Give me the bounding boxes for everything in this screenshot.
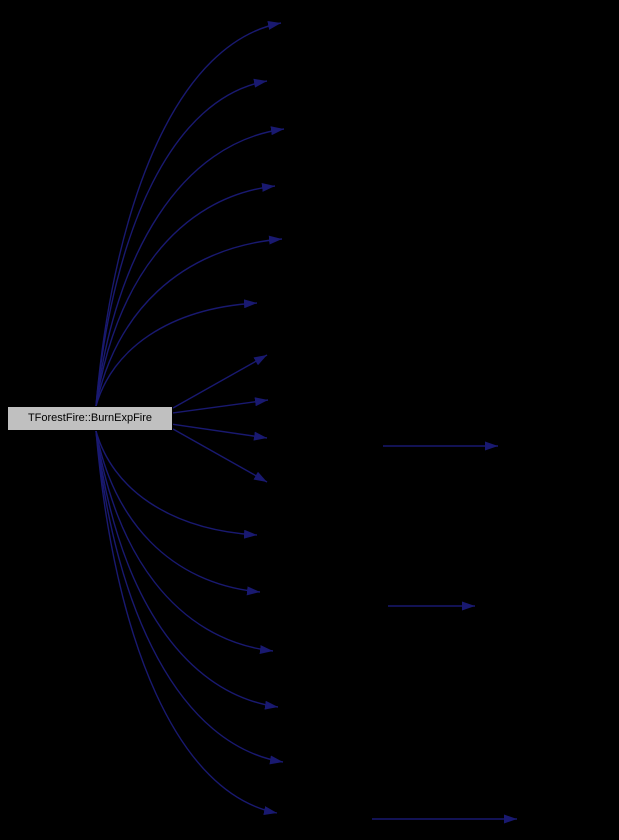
call-edge (95, 430, 258, 539)
call-edge (95, 430, 279, 710)
call-edge (95, 21, 282, 407)
call-edge (95, 235, 283, 407)
root-node-label: TForestFire::BurnExpFire (27, 412, 153, 424)
call-edge (95, 430, 278, 815)
call-edge (172, 397, 269, 414)
call-edge (95, 299, 258, 407)
call-edge (95, 78, 268, 407)
call-edge (95, 430, 274, 655)
call-edge (172, 354, 268, 409)
root-node: TForestFire::BurnExpFire (7, 406, 173, 431)
edges-layer (95, 21, 517, 824)
call-edge (172, 423, 268, 441)
call-edge (172, 428, 268, 483)
call-edge (95, 430, 261, 596)
call-edge (95, 126, 285, 407)
call-edge (95, 430, 284, 765)
call-edge (95, 182, 276, 407)
